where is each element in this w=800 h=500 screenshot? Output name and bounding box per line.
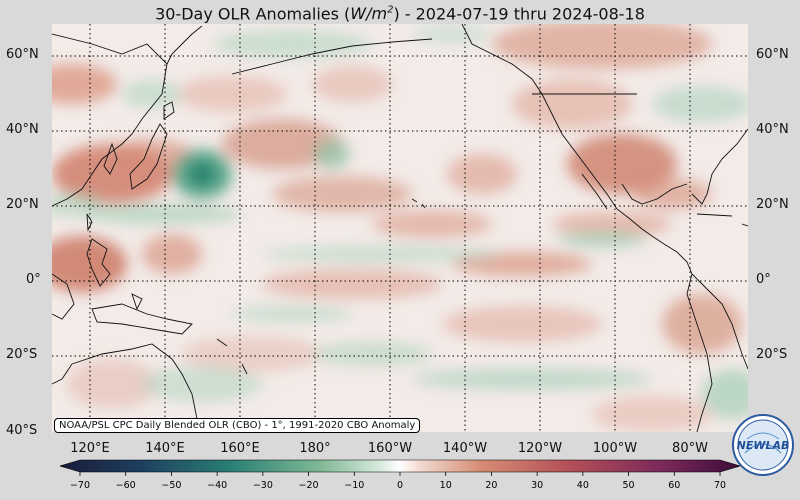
data-credit-label: NOAA/PSL CPC Daily Blended OLR (CBO) - 1…: [54, 418, 421, 433]
colorbar-ramp: [60, 459, 740, 473]
lat-label-40s-left: 40°S: [6, 423, 38, 438]
colorbar-tick-label: 30: [531, 480, 543, 491]
colorbar-tick-label: −30: [253, 480, 273, 491]
lat-label-20s-right: 20°S: [756, 347, 788, 362]
anomaly-map: [52, 24, 748, 432]
lon-label-120w: 120°W: [517, 441, 563, 456]
lon-label-180: 180°: [299, 441, 331, 456]
colorbar-tick-label: −70: [70, 480, 90, 491]
colorbar-tick-label: −60: [116, 480, 136, 491]
lat-label-20n-right: 20°N: [756, 197, 789, 212]
lat-label-60n-right: 60°N: [756, 47, 789, 62]
colorbar-tick-label: −10: [344, 480, 364, 491]
colorbar: −70 −60 −50 −40 −30 −20 −10 0 10 20 30 40 50 60 70: [60, 459, 740, 491]
lat-label-60n-left: 60°N: [6, 47, 39, 62]
lat-label-eq-left: 0°: [26, 272, 41, 287]
colorbar-tick-label: −50: [161, 480, 181, 491]
colorbar-tick-label: −20: [299, 480, 319, 491]
colorbar-tick-label: 10: [440, 480, 452, 491]
coastlines: [52, 24, 748, 432]
colorbar-ticks: −70 −60 −50 −40 −30 −20 −10 0 10 20 30 40 50 60 70: [70, 472, 726, 491]
colorbar-tick-label: 40: [577, 480, 589, 491]
lon-label-140w: 140°W: [442, 441, 488, 456]
lon-label-160w: 160°W: [367, 441, 413, 456]
newlab-logo: NEWLAB: [732, 414, 794, 476]
lon-label-140e: 140°E: [145, 441, 185, 456]
colorbar-tick-label: 0: [397, 480, 403, 491]
colorbar-tick-label: 20: [485, 480, 497, 491]
colorbar-tick-label: 70: [714, 480, 726, 491]
colorbar-tick-label: 60: [668, 480, 680, 491]
colorbar-tick-label: 50: [623, 480, 635, 491]
graticule: [52, 24, 748, 432]
map-title: 30-Day OLR Anomalies (W/m2) - 2024-07-19…: [155, 4, 645, 24]
colorbar-tick-label: −40: [207, 480, 227, 491]
lat-label-20n-left: 20°N: [6, 197, 39, 212]
lon-label-160e: 160°E: [220, 441, 260, 456]
lon-label-80w: 80°W: [672, 441, 708, 456]
lon-label-120e: 120°E: [70, 441, 110, 456]
logo-text: NEWLAB: [737, 439, 790, 452]
lat-label-40n-right: 40°N: [756, 122, 789, 137]
lat-label-eq-right: 0°: [756, 272, 771, 287]
lat-label-40n-left: 40°N: [6, 122, 39, 137]
lon-label-100w: 100°W: [592, 441, 638, 456]
anomaly-field: [52, 24, 748, 432]
lat-label-20s-left: 20°S: [6, 347, 38, 362]
